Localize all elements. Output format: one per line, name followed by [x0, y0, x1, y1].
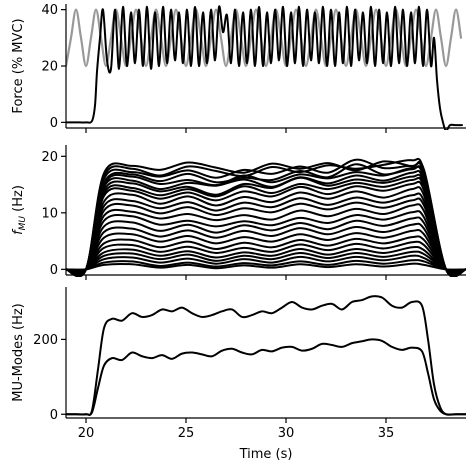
- mu-modes-x-label: Time (s): [239, 447, 293, 462]
- ylabel-mu-subscript: MU: [18, 216, 28, 231]
- firing-rate-series-line-16: [66, 228, 466, 273]
- firing-rate-series-line-9: [66, 186, 466, 276]
- firing-rate-series-line-4: [66, 165, 466, 277]
- firing-rate-panel: 0 10 20 fMU (Hz): [11, 145, 466, 280]
- firing-rate-series-line-22: [66, 259, 466, 271]
- firing-rate-series-line-6: [66, 173, 466, 277]
- firing-rate-series-line-0: [66, 160, 466, 277]
- firing-rate-y-tick-label: 10: [41, 206, 58, 221]
- firing-rate-series-line-13: [66, 210, 466, 275]
- firing-rate-series-line-23: [66, 262, 466, 271]
- firing-rate-series-line-5: [66, 169, 466, 277]
- mu-modes-x-tick-label: 30: [278, 426, 295, 441]
- firing-rate-series-line-21: [66, 254, 466, 272]
- mu-modes-x-tick-label: 25: [178, 426, 195, 441]
- mu-modes-series-group: [66, 295, 466, 416]
- firing-rate-series-line-2: [66, 158, 466, 277]
- firing-rate-series-line-8: [66, 180, 466, 277]
- firing-rate-series-line-20: [66, 250, 466, 272]
- firing-rate-series-line-10: [66, 192, 466, 276]
- mu-modes-x-tick-label: 35: [378, 426, 395, 441]
- firing-rate-series-group: [66, 157, 466, 277]
- mu-modes-series-line-0: [66, 295, 466, 416]
- mu-modes-series-line-1: [66, 338, 466, 416]
- firing-rate-series-line-18: [66, 240, 466, 273]
- firing-rate-y-tick-label: 20: [41, 150, 58, 165]
- mu-modes-x-tick-label: 20: [78, 426, 95, 441]
- firing-rate-series-line-11: [66, 197, 466, 276]
- firing-rate-series-line-1: [66, 157, 466, 277]
- force-y-tick-label: 0: [50, 116, 58, 131]
- mu-modes-panel: 0 200 20 25 30 35 MU-Modes (Hz) Time (s): [11, 287, 466, 462]
- firing-rate-series-line-17: [66, 235, 466, 273]
- firing-rate-series-line-19: [66, 246, 466, 272]
- firing-rate-series-line-15: [66, 222, 466, 274]
- force-series-group: [66, 5, 463, 130]
- firing-rate-y-label: fMU (Hz): [11, 185, 28, 235]
- mu-modes-y-tick-label: 0: [50, 408, 58, 423]
- mu-modes-y-tick-label: 200: [33, 333, 58, 348]
- force-panel: 0 20 40 Force (% MVC): [11, 3, 466, 133]
- firing-rate-series-line-12: [66, 203, 466, 275]
- ylabel-f: f: [11, 228, 26, 235]
- force-y-label: Force (% MVC): [11, 18, 26, 113]
- ylabel-unit: (Hz): [11, 185, 26, 216]
- force-y-tick-label: 20: [41, 60, 58, 75]
- firing-rate-series-line-14: [66, 216, 466, 274]
- firing-rate-y-tick-label: 0: [50, 263, 58, 278]
- force-series-line-1: [66, 5, 463, 130]
- force-y-tick-label: 40: [41, 3, 58, 18]
- mu-modes-y-label: MU-Modes (Hz): [11, 303, 26, 402]
- firing-rate-series-line-7: [66, 176, 466, 277]
